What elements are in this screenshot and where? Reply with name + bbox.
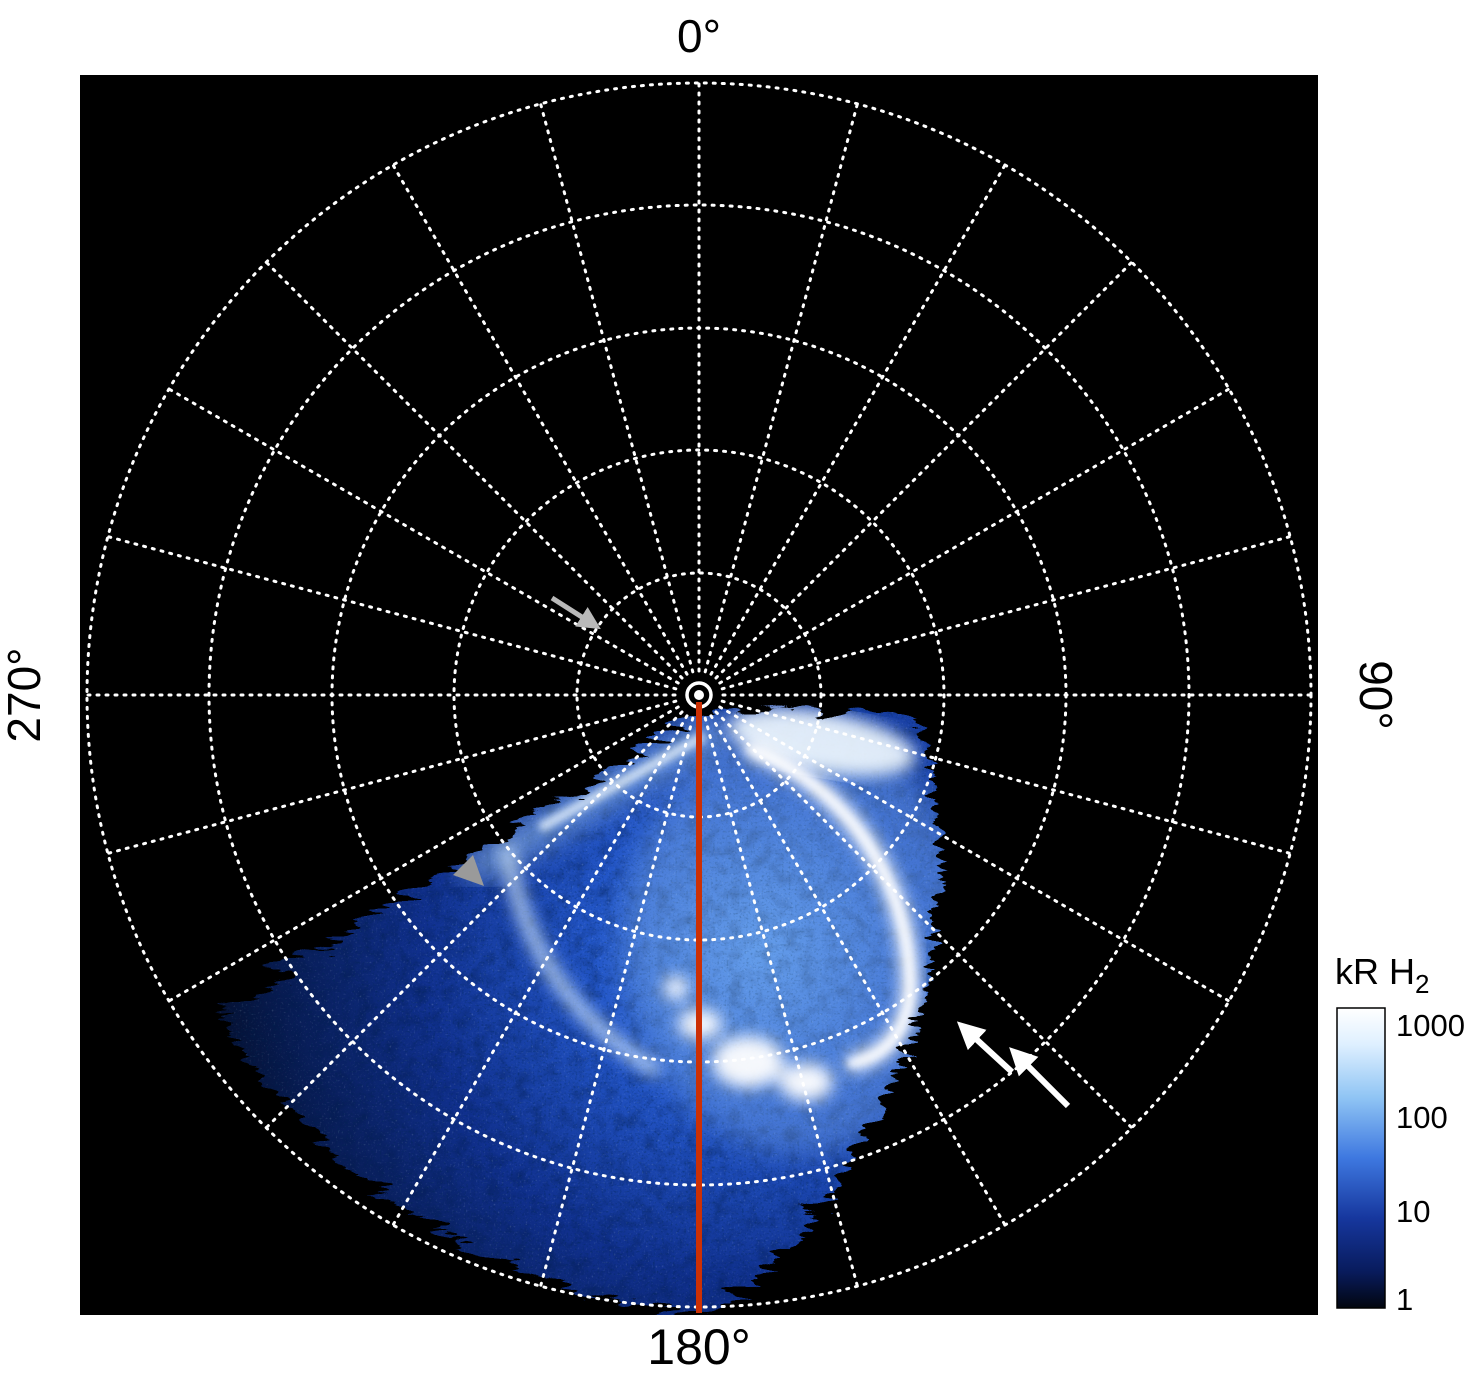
gray-arrow-annotation <box>550 595 601 630</box>
angle-label-90: 90° <box>1350 660 1402 730</box>
grid-spoke <box>720 699 1292 855</box>
angle-label-180: 180° <box>647 1319 750 1375</box>
angle-label-270: 270° <box>0 647 50 742</box>
grid-spoke <box>703 102 859 674</box>
grid-spoke <box>167 705 680 1003</box>
colorbar-tick-1000: 1000 <box>1396 1008 1465 1043</box>
grid-spoke <box>106 535 678 691</box>
aurora-edge-band-core <box>537 731 707 833</box>
colorbar-tick-10: 10 <box>1396 1194 1430 1229</box>
grid-spoke <box>391 163 689 676</box>
grid-spoke <box>718 705 1231 1003</box>
gray-arrowhead-annotation <box>453 855 484 886</box>
aurora-main-arc-core <box>746 744 914 1068</box>
grid-spoke <box>703 716 859 1288</box>
colorbar-gradient <box>1336 1007 1386 1309</box>
grid-spoke <box>714 710 1134 1130</box>
aurora-left-arc <box>499 844 662 1078</box>
pole-marker-dot <box>694 690 704 700</box>
grid-spoke <box>709 714 1007 1227</box>
grid-spoke <box>709 163 1007 676</box>
grid-spoke <box>167 387 680 685</box>
grid-spoke <box>264 260 684 680</box>
grid-spoke <box>539 716 695 1288</box>
grid-spoke <box>539 102 695 674</box>
grid-spoke <box>391 714 689 1227</box>
colorbar-tick-100: 100 <box>1396 1100 1448 1135</box>
colorbar-title-main: kR H <box>1335 951 1415 992</box>
colorbar-title-sub: 2 <box>1415 969 1429 999</box>
grid-ring <box>207 203 1191 1187</box>
angle-label-0: 0° <box>677 10 721 62</box>
grid-spoke <box>106 699 678 855</box>
grid-spoke <box>718 387 1231 685</box>
grid-ring <box>452 448 946 942</box>
grid-spoke <box>714 260 1134 680</box>
colorbar-title: kR H2 <box>1335 951 1429 999</box>
colorbar-tick-1: 1 <box>1396 1282 1413 1317</box>
colorbar: kR H2 1000 100 10 1 <box>1335 951 1465 1317</box>
grid-spoke <box>264 710 684 1130</box>
white-arrow-annotation-inner <box>956 1021 1015 1075</box>
grid-spoke <box>720 535 1292 691</box>
white-arrow-annotation-outer <box>1009 1047 1071 1109</box>
polar-grid <box>85 81 1313 1309</box>
aurora-bright-blobs <box>664 976 833 1101</box>
